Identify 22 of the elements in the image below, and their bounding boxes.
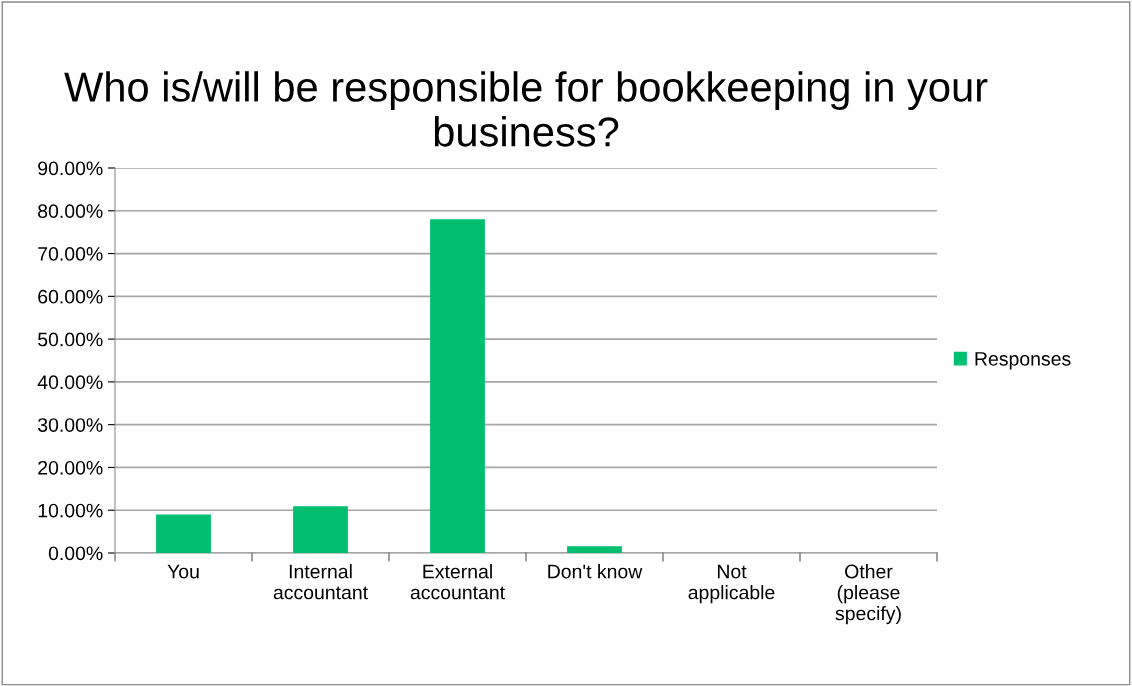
bar — [430, 219, 485, 553]
y-tick-label: 70.00% — [38, 247, 103, 261]
y-tick-label: 50.00% — [38, 332, 103, 347]
x-tick-label: Other (please specify) — [835, 564, 901, 625]
y-tick-label: 30.00% — [37, 418, 103, 432]
legend-label: Responses — [975, 352, 1071, 370]
bar — [567, 546, 622, 553]
y-tick-label: 0.00% — [48, 546, 103, 561]
y-tick-label: 80.00% — [38, 204, 103, 219]
bar — [293, 506, 348, 553]
y-tick-label: 60.00% — [38, 289, 103, 304]
x-tick-label: External accountant — [410, 564, 505, 600]
x-tick-label: Internal accountant — [273, 564, 368, 600]
x-tick-label: Don't know — [548, 564, 643, 579]
x-tick-label: You — [167, 564, 199, 579]
chart-title: Who is/will be responsible for bookkeeping in your business? — [64, 71, 988, 147]
y-tick-label: 40.00% — [37, 375, 103, 390]
x-tick-label: Not applicable — [688, 564, 775, 604]
y-tick-label: 10.00% — [38, 503, 103, 518]
y-tick-label: 20.00% — [38, 460, 103, 475]
bar — [156, 514, 211, 553]
y-tick-label: 90.00% — [38, 161, 103, 176]
